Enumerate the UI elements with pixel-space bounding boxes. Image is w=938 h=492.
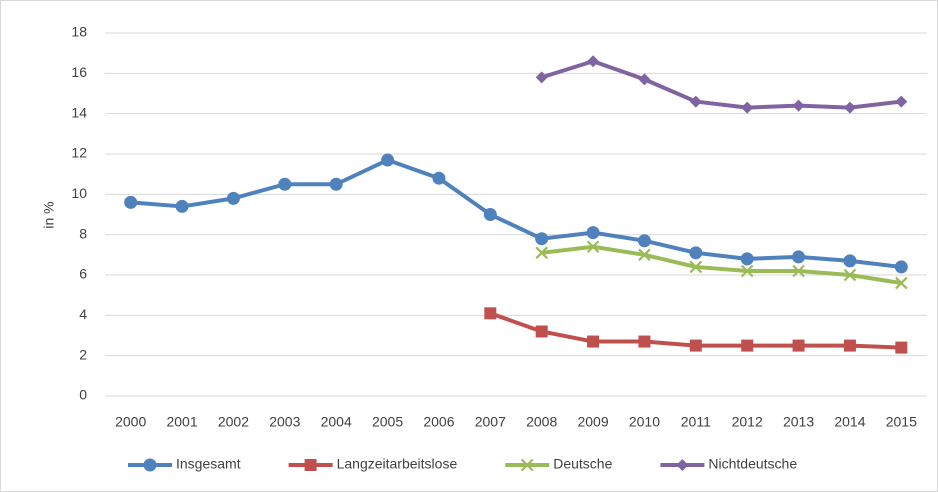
data-point	[895, 341, 908, 354]
data-point	[638, 73, 651, 86]
data-point	[740, 252, 754, 266]
series-line	[541, 59, 902, 110]
data-point	[124, 195, 138, 209]
x-tick-label: 2000	[115, 414, 146, 430]
data-point	[843, 268, 857, 282]
y-axis-label: in %	[41, 201, 57, 228]
y-tick-label: 18	[71, 24, 87, 40]
data-point	[689, 260, 703, 274]
data-point	[792, 339, 805, 352]
y-tick-label: 4	[79, 306, 87, 322]
x-tick-label: 2008	[526, 414, 557, 430]
x-tick-label: 2002	[218, 414, 249, 430]
data-point	[535, 71, 548, 84]
data-point	[587, 55, 600, 68]
legend-marker	[676, 459, 689, 471]
y-tick-label: 0	[79, 387, 87, 403]
legend-marker	[143, 458, 157, 472]
x-tick-label: 2014	[834, 414, 865, 430]
x-tick-label: 2004	[321, 414, 352, 430]
data-point	[741, 339, 754, 352]
data-point	[278, 177, 292, 191]
legend-label: Langzeitarbeitslose	[337, 456, 458, 472]
data-point	[894, 260, 908, 274]
y-tick-label: 14	[71, 104, 87, 120]
x-tick-label: 2011	[681, 414, 711, 430]
y-tick-label: 6	[79, 266, 87, 282]
x-tick-label: 2015	[886, 414, 917, 430]
data-point	[895, 276, 908, 290]
x-tick-label: 2012	[732, 414, 763, 430]
legend-marker	[520, 458, 534, 472]
data-point	[792, 250, 806, 264]
data-point	[226, 191, 240, 205]
data-point	[741, 101, 754, 114]
legend-label: Deutsche	[553, 456, 612, 472]
y-tick-label: 8	[79, 225, 87, 241]
data-point	[586, 226, 600, 240]
data-point	[689, 95, 702, 108]
x-tick-label: 2001	[166, 414, 197, 430]
x-tick-label: 2006	[423, 414, 454, 430]
legend-label: Nichtdeutsche	[708, 456, 797, 472]
y-tick-label: 12	[71, 145, 87, 161]
data-point	[895, 95, 908, 108]
data-point	[843, 101, 856, 114]
data-point	[792, 99, 805, 112]
x-tick-label: 2009	[577, 414, 608, 430]
y-tick-label: 10	[71, 185, 87, 201]
x-tick-label: 2013	[783, 414, 814, 430]
data-point	[689, 246, 703, 260]
x-tick-label: 2005	[372, 414, 403, 430]
y-tick-label: 2	[79, 346, 87, 362]
data-point	[535, 232, 549, 246]
data-point	[637, 234, 651, 248]
data-point	[175, 199, 189, 213]
data-point	[381, 153, 395, 167]
data-point	[586, 240, 600, 254]
data-point	[483, 208, 497, 221]
data-point	[638, 335, 651, 348]
x-tick-label: 2003	[269, 414, 300, 430]
data-point	[843, 254, 857, 268]
x-tick-label: 2010	[629, 414, 660, 430]
data-point	[329, 177, 343, 191]
x-tick-label: 2007	[475, 414, 506, 430]
y-tick-label: 16	[71, 64, 87, 80]
legend-marker	[304, 459, 317, 471]
series-line	[130, 158, 902, 269]
data-point	[432, 171, 446, 185]
data-point	[843, 339, 856, 352]
data-point	[740, 264, 754, 278]
data-point	[638, 248, 651, 262]
data-point	[535, 325, 548, 338]
data-point	[484, 307, 497, 320]
data-point	[792, 264, 805, 278]
data-point	[587, 335, 600, 348]
data-point	[535, 246, 548, 260]
series-line	[541, 244, 902, 286]
legend-label: Insgesamt	[176, 456, 241, 472]
data-point	[689, 339, 702, 352]
